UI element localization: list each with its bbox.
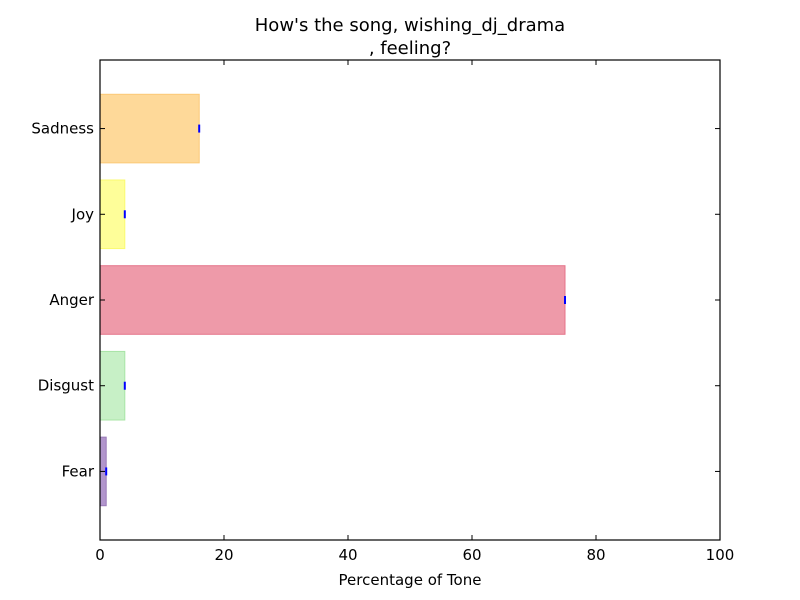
x-axis-label: Percentage of Tone <box>339 571 482 589</box>
x-tick-label: 0 <box>95 546 105 564</box>
y-tick-label-anger: Anger <box>49 291 95 309</box>
y-tick-label-sadness: Sadness <box>31 120 94 138</box>
bars-group <box>99 93 566 507</box>
y-tick-label-fear: Fear <box>62 462 95 480</box>
x-tick-label: 20 <box>214 546 233 564</box>
bar-anger <box>99 265 566 335</box>
x-tick-label: 40 <box>338 546 357 564</box>
x-tick-label: 100 <box>706 546 735 564</box>
x-tick-label: 60 <box>462 546 481 564</box>
bar-sadness <box>99 93 200 164</box>
chart-title-line1: How's the song, wishing_dj_drama <box>255 15 565 36</box>
y-tick-label-disgust: Disgust <box>38 377 94 395</box>
chart-title-line2: , feeling? <box>369 38 451 59</box>
x-tick-label: 80 <box>586 546 605 564</box>
plot-frame <box>99 59 721 541</box>
y-tick-label-joy: Joy <box>71 205 95 223</box>
ticks-group: Fear Disgust Anger Joy Sadness 0 20 40 60 80 100 <box>31 60 734 564</box>
